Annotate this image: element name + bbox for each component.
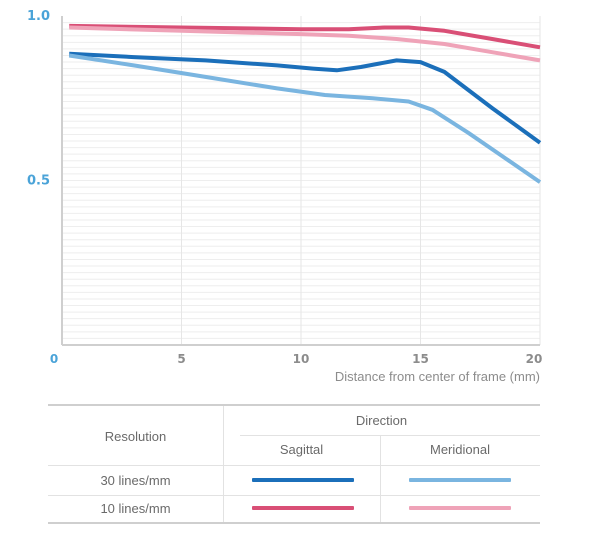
chart-series (68, 23, 542, 184)
y-tick-label: 0.5 (27, 174, 50, 189)
legend-rule-top (48, 404, 540, 406)
series-line-3 (68, 53, 542, 184)
x-tick-label: 5 (177, 352, 185, 366)
chart-labels: 0.5 1.0 0 5 10 15 20 Distance from center of fr… (27, 9, 542, 384)
swatch-30-meridional (409, 478, 511, 482)
x-tick-label: 0 (50, 352, 58, 366)
legend-rule-bottom (48, 522, 540, 524)
series-line-2 (69, 51, 542, 145)
row-label-10: 10 lines/mm (100, 501, 171, 516)
meridional-header: Meridional (430, 442, 490, 457)
swatch-10-sagittal (252, 506, 354, 510)
legend-rule-row (48, 495, 540, 496)
legend-rule-header (48, 465, 540, 466)
row-label-30: 30 lines/mm (100, 473, 171, 488)
sagittal-header: Sagittal (279, 442, 324, 457)
chart-grid (62, 16, 541, 345)
swatch-30-sagittal (252, 478, 354, 482)
mtf-chart: 0.5 1.0 0 5 10 15 20 Distance from center of fr… (27, 9, 542, 384)
y-tick-label: 1.0 (27, 9, 50, 24)
series-line-0 (69, 23, 541, 50)
resolution-header: Resolution (104, 429, 167, 444)
legend-vrule-2 (380, 436, 381, 522)
legend-rule-direction (240, 435, 540, 436)
x-tick-label: 15 (412, 352, 429, 366)
series-line-1 (69, 25, 541, 63)
swatch-10-meridional (409, 506, 511, 510)
direction-header: Direction (355, 413, 408, 428)
x-tick-label: 20 (526, 352, 543, 366)
legend-table: Resolution Direction Sagittal Meridional… (48, 404, 540, 524)
x-axis-label: Distance from center of frame (mm) (335, 369, 540, 384)
chart-axes (61, 16, 540, 346)
legend-vrule-1 (223, 406, 224, 522)
x-tick-label: 10 (293, 352, 310, 366)
